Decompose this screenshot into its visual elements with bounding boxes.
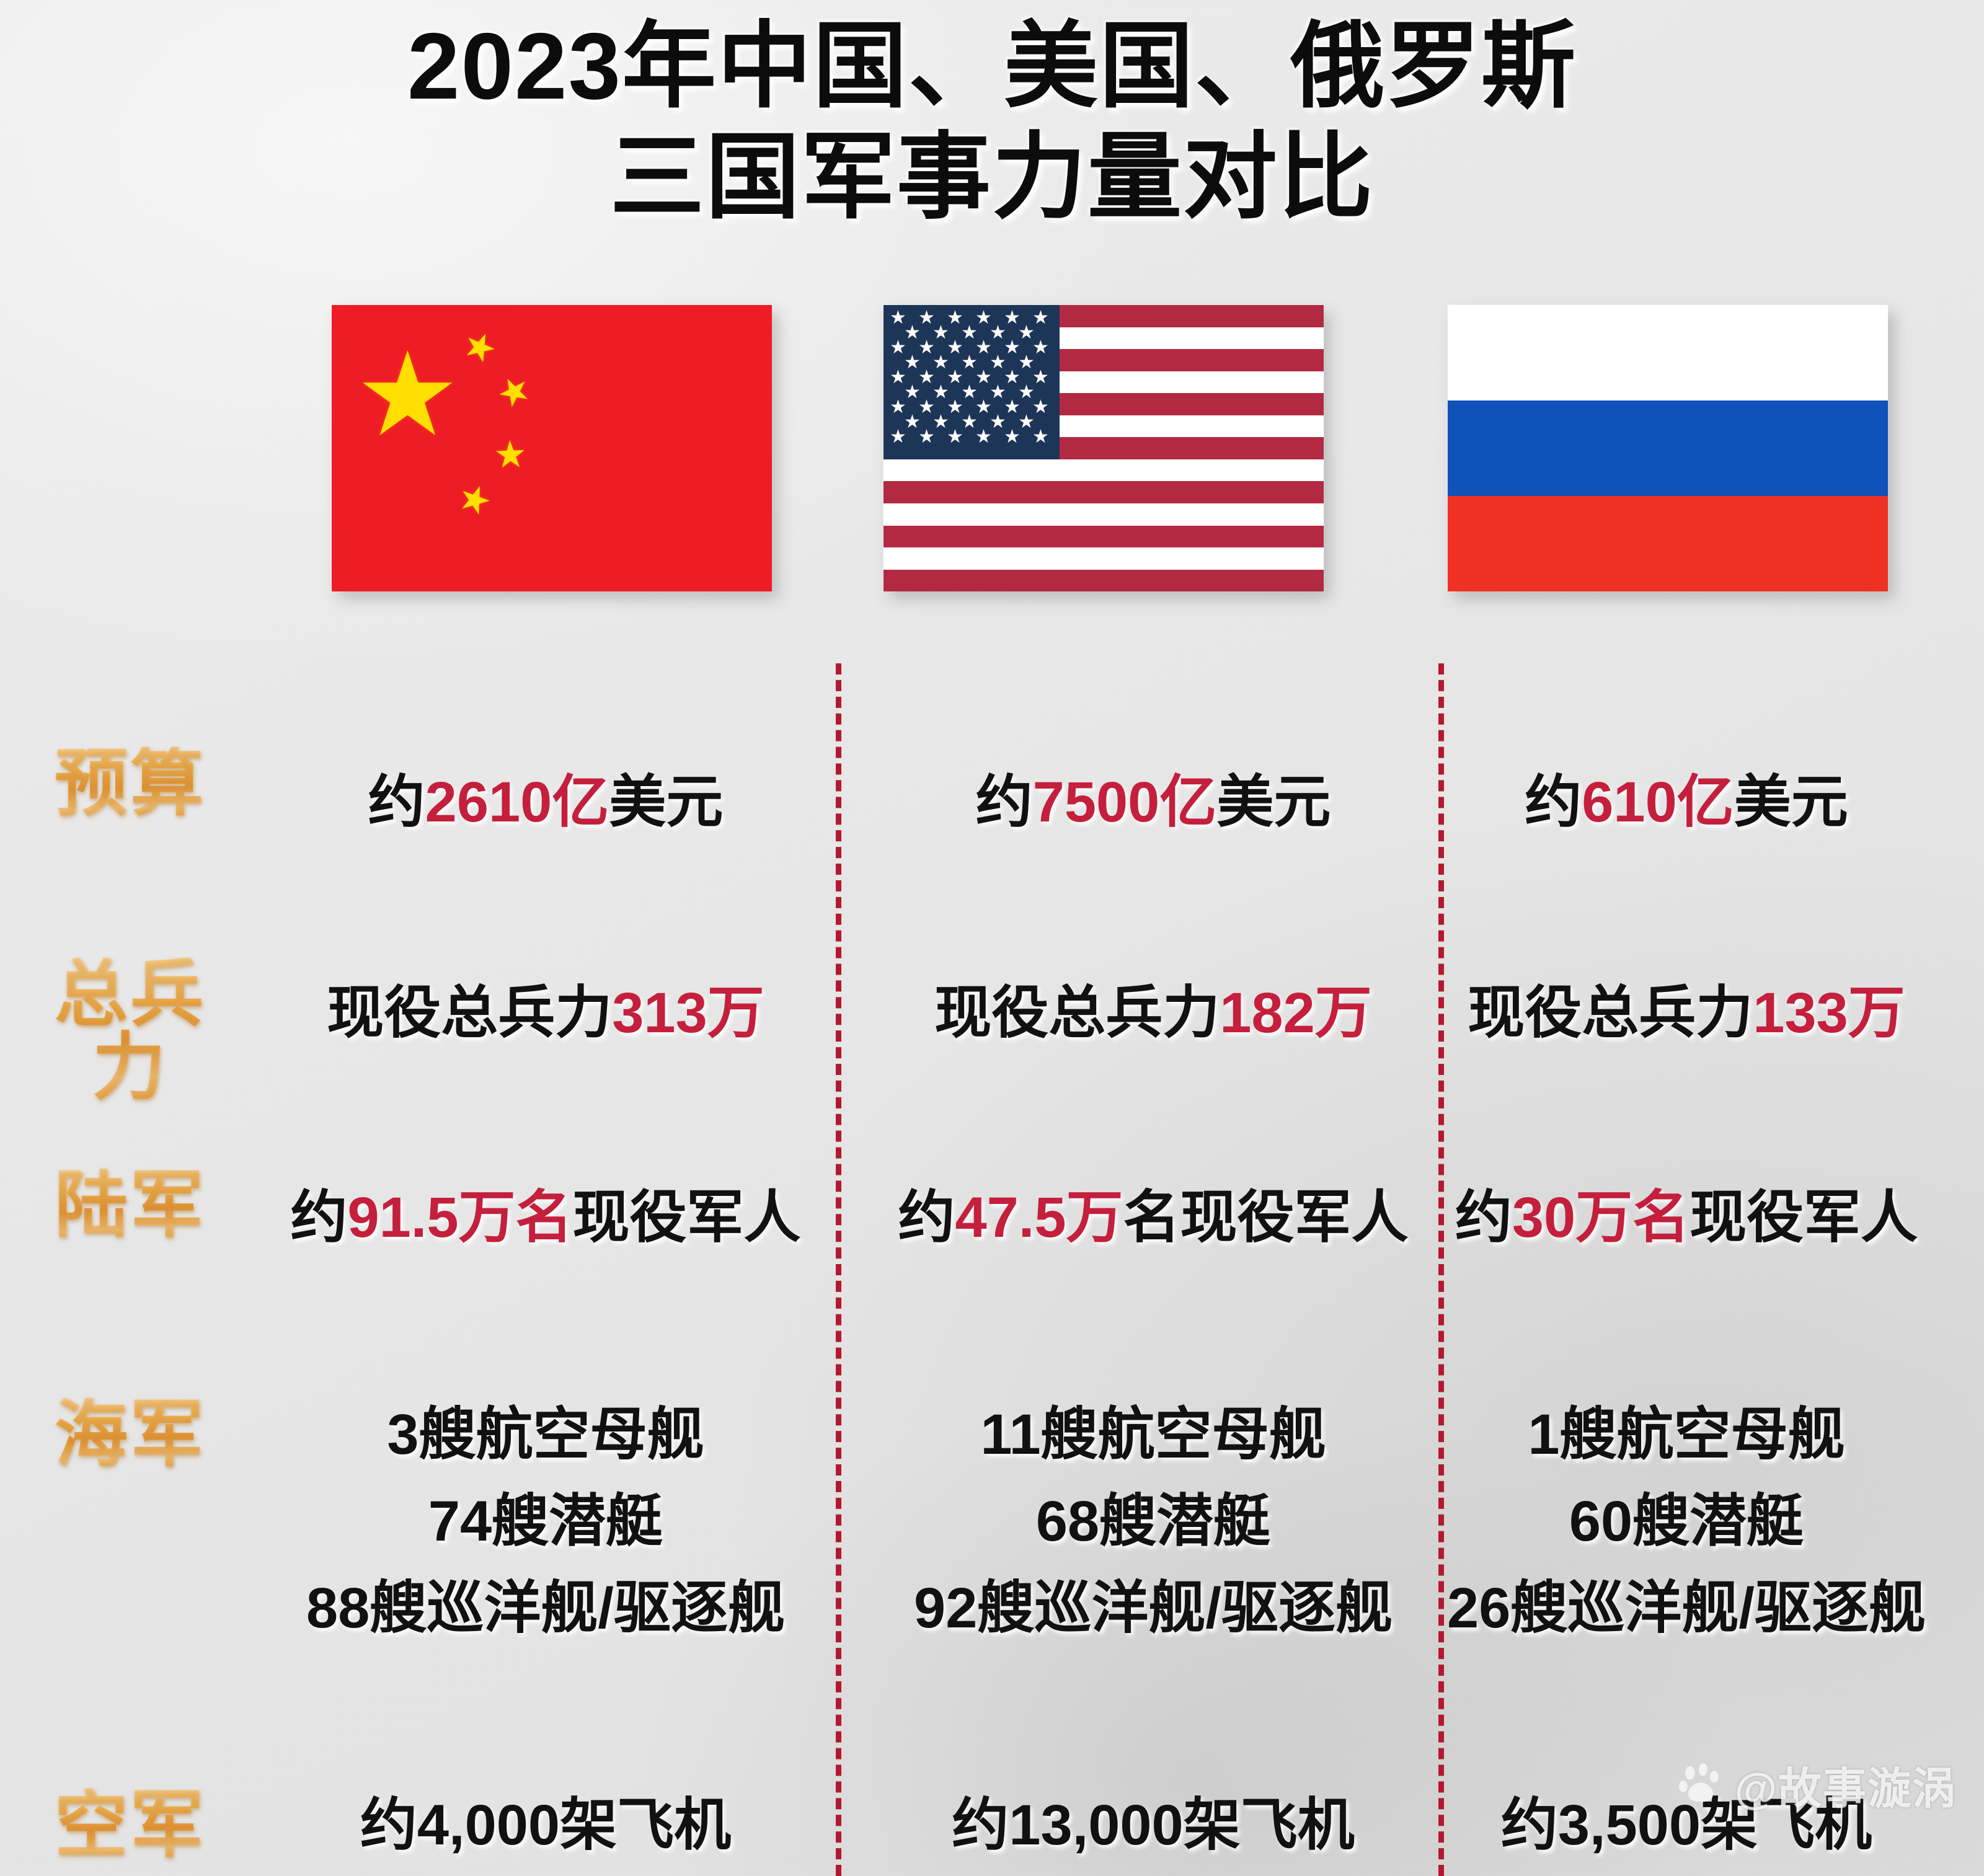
flags-row: ★ ★ ★ ★ ★ ★ ★ ★ ★ ★ ★ ★ ★ ★ ★ ★ ★ ★ ★ ★ ★ ★ ★ <box>0 305 1984 596</box>
watermark: @故事漩涡 <box>1676 1754 1957 1816</box>
column-separator-2 <box>1438 663 1444 1876</box>
cell-troops-russia: 现役总兵力133万 <box>1468 981 1905 1045</box>
usa-flag: ★ ★ ★ ★ ★ ★ ★ ★ ★ ★ ★ ★ ★ ★ ★ ★ ★ ★ ★ ★ ★ ★ ★ ★ ★ ★ ★ ★ ★ ★ ★ ★ ★ ★… <box>884 305 1324 591</box>
russia-flag <box>1448 305 1888 591</box>
column-separator-1 <box>836 663 841 1876</box>
cell-budget-china: 约2610亿美元 <box>368 771 724 834</box>
cell-airforce-russia: 约3,500架飞机包括战斗机、轰炸机 <box>1500 1794 1872 1857</box>
usa-canton: ★ ★ ★ ★ ★ ★ ★ ★ ★ ★ ★ ★ ★ ★ ★ ★ ★ ★ ★ ★ ★ ★ ★ ★ ★ ★ ★ ★ ★ ★ ★ ★ ★ ★… <box>884 305 1060 459</box>
flag-cell-china: ★ ★ ★ ★ ★ <box>329 305 775 591</box>
page-title: 2023年中国、美国、俄罗斯 三国军事力量对比 <box>0 11 1984 234</box>
cell-navy-usa: 11艘航空母舰 68艘潜艇 92艘巡洋舰/驱逐舰 <box>914 1403 1393 1640</box>
flag-cell-usa: ★ ★ ★ ★ ★ ★ ★ ★ ★ ★ ★ ★ ★ ★ ★ ★ ★ ★ ★ ★ ★ ★ ★ ★ ★ ★ ★ ★ ★ ★ ★ ★ ★ ★… <box>880 305 1327 591</box>
cell-army-russia: 约30万名现役军人 <box>1455 1186 1918 1249</box>
cell-army-usa: 约47.5万名现役军人 <box>898 1186 1409 1249</box>
cell-airforce-china: 约4,000架飞机包括战斗机、轰炸机 <box>360 1794 732 1857</box>
row-label-army: 陆军 <box>25 1169 236 1242</box>
row-label-navy: 海军 <box>25 1398 236 1471</box>
cell-navy-russia: 1艘航空母舰 60艘潜艇 26艘巡洋舰/驱逐舰 <box>1447 1403 1926 1640</box>
title-line-2: 三国军事力量对比 <box>610 125 1374 231</box>
star-icon: ★ <box>355 329 460 459</box>
cell-troops-china: 现役总兵力313万 <box>327 981 764 1045</box>
row-label-airforce: 空军 <box>25 1789 236 1862</box>
cell-army-china: 约91.5万名现役军人 <box>290 1186 801 1249</box>
cell-navy-china: 3艘航空母舰 74艘潜艇 88艘巡洋舰/驱逐舰 <box>306 1403 785 1640</box>
cell-budget-russia: 约610亿美元 <box>1525 771 1848 834</box>
cell-airforce-usa: 约13,000架飞机包括战斗机、轰炸机 <box>952 1794 1355 1857</box>
flag-cell-russia <box>1445 305 1891 591</box>
watermark-text: @故事漩涡 <box>1734 1764 1957 1813</box>
china-flag: ★ ★ ★ ★ ★ <box>332 305 772 591</box>
row-label-total-troops: 总兵力 <box>25 958 236 1104</box>
row-label-budget: 预算 <box>25 747 236 820</box>
cell-budget-usa: 约7500亿美元 <box>975 771 1331 834</box>
title-line-1: 2023年中国、美国、俄罗斯 <box>407 14 1577 119</box>
cell-troops-usa: 现役总兵力182万 <box>934 981 1372 1045</box>
baidu-paw-icon <box>1676 1761 1725 1810</box>
